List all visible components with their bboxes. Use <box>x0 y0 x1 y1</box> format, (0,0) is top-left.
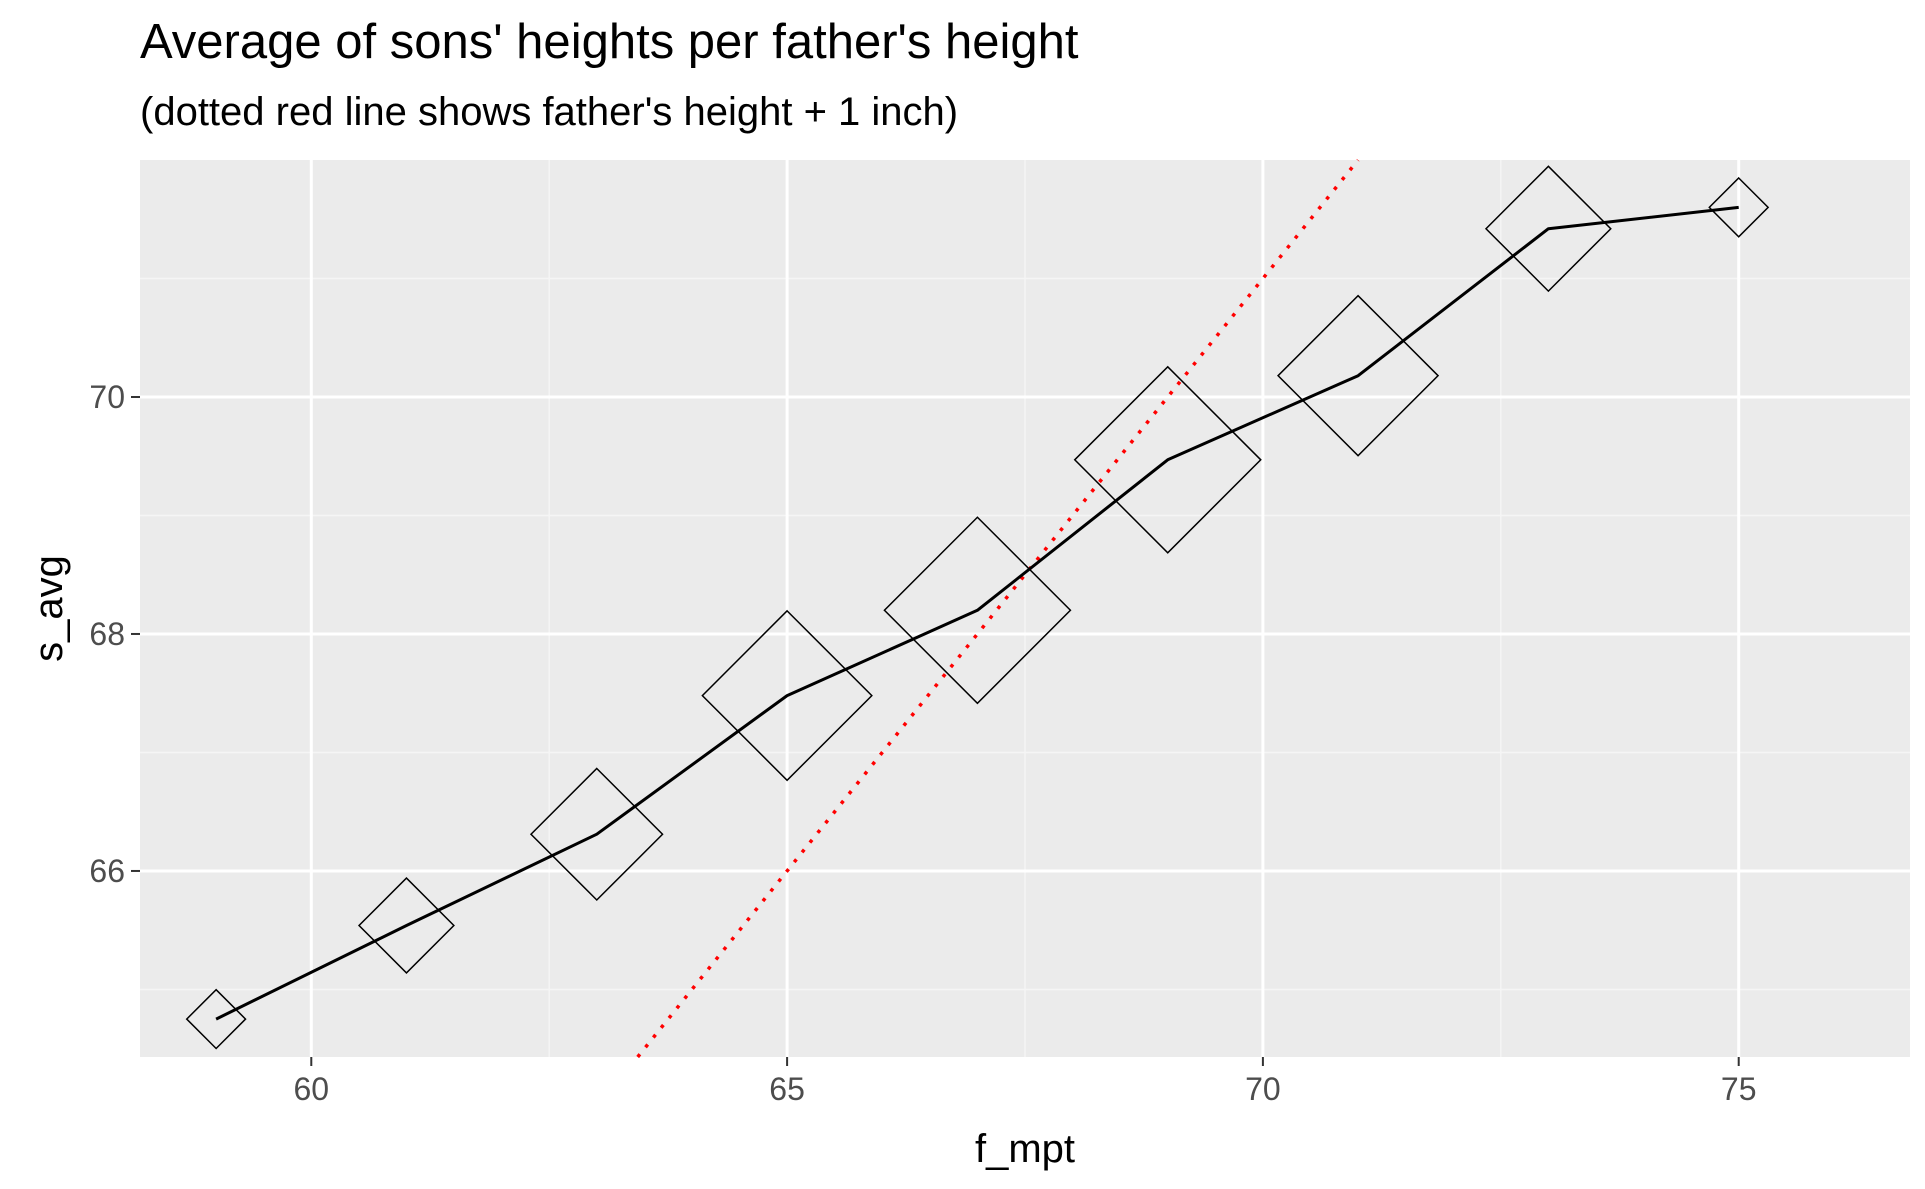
data-point-marker <box>1708 176 1770 238</box>
minor-gridlines <box>140 160 1910 1057</box>
x-tick-label: 70 <box>1245 1071 1281 1107</box>
series-line <box>215 205 1739 1021</box>
chart-title: Average of sons' heights per father's he… <box>140 15 1079 69</box>
data-point-marker <box>357 876 455 974</box>
axis-ticks: 60 65 70 75 66 68 70 <box>89 379 1756 1107</box>
data-point-marker <box>185 988 247 1050</box>
series-marker-layer <box>185 165 1770 1050</box>
data-point-marker <box>1484 165 1612 293</box>
x-axis-title: f_mpt <box>975 1127 1075 1171</box>
data-point-marker <box>1276 294 1440 457</box>
x-tick-label: 65 <box>769 1071 805 1107</box>
x-tick-label: 60 <box>293 1071 329 1107</box>
x-tick-label: 75 <box>1721 1071 1757 1107</box>
y-axis-title: s_avg <box>27 555 71 662</box>
y-tick-label: 68 <box>89 616 125 652</box>
major-gridlines <box>140 160 1910 1057</box>
reference-line-layer <box>636 158 1360 1059</box>
y-tick-label: 70 <box>89 379 125 415</box>
chart-subtitle: (dotted red line shows father's height +… <box>140 90 959 134</box>
series-line-layer <box>215 205 1739 1021</box>
reference-line <box>636 158 1360 1059</box>
y-tick-label: 66 <box>89 853 125 889</box>
data-point-marker <box>883 516 1072 705</box>
data-point-marker <box>1073 365 1262 554</box>
data-point-marker <box>529 767 664 902</box>
data-point-marker <box>701 609 873 782</box>
